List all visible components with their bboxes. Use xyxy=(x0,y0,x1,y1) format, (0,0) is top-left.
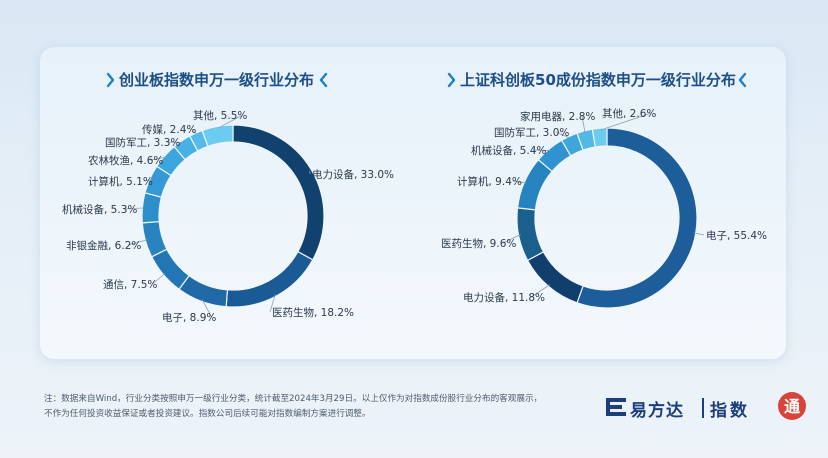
donut-slice-其他 xyxy=(591,127,608,148)
slice-label: 机械设备, 5.3% xyxy=(62,203,137,216)
chart-area: 创业板指数申万一级行业分布 上证科创板50成份指数申万一级行业分布 电力设备, … xyxy=(62,71,767,324)
slice-label: 通信, 7.5% xyxy=(103,279,157,291)
leader-line xyxy=(149,156,167,161)
leader-line xyxy=(530,284,550,298)
chevron-right-icon xyxy=(106,72,115,88)
slice-label: 电子, 8.9% xyxy=(162,311,216,324)
donut-slice-其他 xyxy=(201,124,234,148)
slice-label: 农林牧渔, 4.6% xyxy=(88,154,163,167)
brand-name: 易方达 xyxy=(630,401,684,421)
donut-slice-电子 xyxy=(576,127,698,309)
slice-label: 家用电器, 2.8% xyxy=(520,110,595,123)
slice-label: 国防军工, 3.3% xyxy=(105,136,180,149)
leader-line xyxy=(555,131,571,139)
chart-1-title: 创业板指数申万一级行业分布 xyxy=(118,71,314,89)
leader-line xyxy=(599,112,652,131)
leader-line xyxy=(512,180,527,184)
slice-label: 计算机, 9.4% xyxy=(457,175,522,188)
donut-slice-医药生物 xyxy=(225,250,314,308)
slice-label: 医药生物, 9.6% xyxy=(441,237,516,250)
leader-line xyxy=(502,234,521,244)
leader-line xyxy=(201,299,212,318)
slice-label: 医药生物, 18.2% xyxy=(272,306,354,319)
donut-slice-医药生物 xyxy=(516,207,545,262)
badge-seal-icon: 通 xyxy=(778,392,806,420)
leader-line xyxy=(581,115,586,133)
product-name: 指数 xyxy=(710,401,750,421)
leader-line xyxy=(693,232,705,236)
leader-line xyxy=(166,141,183,143)
slice-label: 其他, 5.5% xyxy=(193,109,247,122)
badge-text: 通 xyxy=(784,397,800,416)
slice-label: 电力设备, 11.8% xyxy=(463,291,545,304)
chart-2-title-group: 上证科创板50成份指数申万一级行业分布 xyxy=(447,71,747,89)
slice-label: 其他, 2.6% xyxy=(602,107,656,120)
brand-mark-icon xyxy=(606,398,626,416)
slice-label: 计算机, 5.1% xyxy=(88,175,153,188)
leader-line xyxy=(152,273,166,285)
logo-divider xyxy=(702,398,704,418)
chart-2-title: 上证科创板50成份指数申万一级行业分布 xyxy=(460,71,736,89)
leader-line xyxy=(127,239,148,246)
footnote-line-2: 不作为任何投资收益保证或者投资建议。指数公司后续可能对指数编制方案进行调整。 xyxy=(44,409,371,419)
slice-label: 传媒, 2.4% xyxy=(142,123,196,136)
chevron-right-icon xyxy=(447,72,456,88)
donut-slice-非银金融 xyxy=(141,220,168,258)
donut-chart-1: 电力设备, 33.0% 医药生物, 18.2% 电子, 8.9% 通信, 7.5% 非银… xyxy=(62,109,394,324)
donut-slice-机械设备 xyxy=(141,192,163,224)
leader-line xyxy=(532,149,551,151)
footnote-line-1: 注：数据来自Wind，行业分类按照申万一级行业分类，统计截至2024年3月29日… xyxy=(44,394,543,404)
slice-label: 机械设备, 5.4% xyxy=(471,144,546,157)
leader-line xyxy=(123,207,145,210)
donut-slice-电力设备 xyxy=(232,124,325,261)
leader-line xyxy=(217,114,243,129)
chevron-left-icon xyxy=(738,72,747,88)
chart-card xyxy=(40,47,786,359)
slice-label: 电力设备, 33.0% xyxy=(312,168,394,181)
leader-line xyxy=(143,179,152,182)
footnote: 注：数据来自Wind，行业分类按照申万一级行业分类，统计截至2024年3月29日… xyxy=(44,392,584,422)
chevron-left-icon xyxy=(319,72,328,88)
slice-label: 电子, 55.4% xyxy=(706,229,767,242)
slice-label: 国防军工, 3.0% xyxy=(494,126,569,139)
leader-line xyxy=(269,294,276,313)
donut-chart-2: 电子, 55.4% 电力设备, 11.8% 医药生物, 9.6% 计算机, 9.4% 机… xyxy=(441,107,767,309)
chart-1-title-group: 创业板指数申万一级行业分布 xyxy=(106,71,328,89)
leader-line xyxy=(191,128,197,136)
slice-label: 非银金融, 6.2% xyxy=(66,239,141,252)
